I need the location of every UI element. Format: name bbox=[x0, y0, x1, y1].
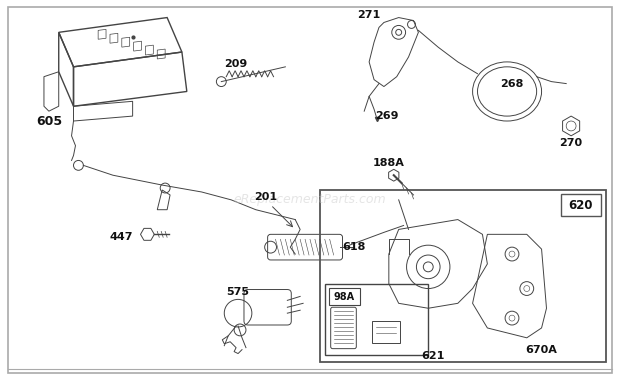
Text: 621: 621 bbox=[422, 350, 445, 361]
Text: 188A: 188A bbox=[373, 158, 405, 168]
Text: 605: 605 bbox=[36, 114, 62, 128]
Text: 201: 201 bbox=[254, 192, 277, 202]
Text: 271: 271 bbox=[358, 10, 381, 20]
Text: 209: 209 bbox=[224, 59, 248, 69]
Bar bbox=[372, 321, 400, 343]
Bar bbox=[329, 288, 360, 305]
Text: 670A: 670A bbox=[526, 345, 557, 355]
Text: eReplacementParts.com: eReplacementParts.com bbox=[234, 193, 386, 206]
Text: 98A: 98A bbox=[334, 292, 355, 302]
Bar bbox=[320, 190, 606, 363]
Text: 575: 575 bbox=[226, 288, 250, 298]
Text: 618: 618 bbox=[343, 242, 366, 252]
Bar bbox=[325, 283, 428, 355]
Text: 447: 447 bbox=[109, 232, 133, 242]
Text: 620: 620 bbox=[569, 199, 593, 212]
Bar bbox=[561, 194, 601, 215]
Text: 269: 269 bbox=[375, 111, 399, 121]
Text: 270: 270 bbox=[560, 138, 583, 148]
Text: 268: 268 bbox=[500, 79, 524, 89]
